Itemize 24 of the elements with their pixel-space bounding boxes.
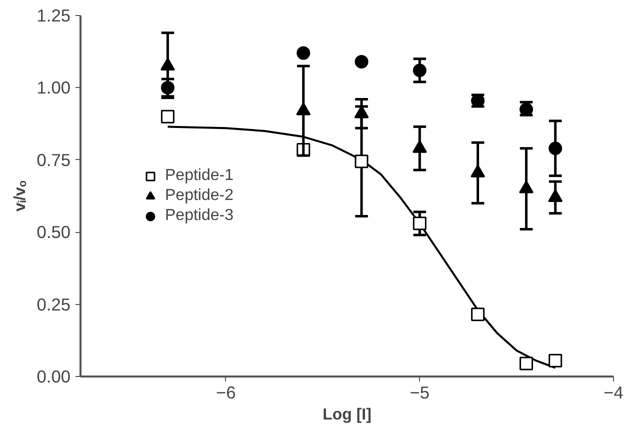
legend-label: Peptide-1 [165,166,234,184]
y-tick-label: 1.25 [36,6,71,26]
point [412,216,426,230]
legend-label: Peptide-2 [165,186,234,204]
y-tick-label: 0.50 [36,222,71,242]
point [412,64,426,78]
y-tick-label: 0.00 [36,366,71,386]
point [520,356,534,370]
x-tick-label: −5 [410,382,430,402]
point [160,110,174,124]
y-tick-label: 1.00 [36,78,71,98]
y-tick-label: 0.75 [36,150,71,170]
point [354,154,368,168]
y-tick-label: 0.25 [36,294,71,314]
x-tick-label: −6 [216,382,236,402]
point [296,46,310,60]
point [354,54,368,68]
x-axis-title: Log [I] [322,406,372,424]
legend-label: Peptide-3 [165,206,234,224]
point [471,308,485,322]
point [548,142,562,156]
point [548,354,562,368]
y-axis-title: vᵢ/vₒ [12,180,29,212]
x-tick-label: −4 [604,382,624,402]
